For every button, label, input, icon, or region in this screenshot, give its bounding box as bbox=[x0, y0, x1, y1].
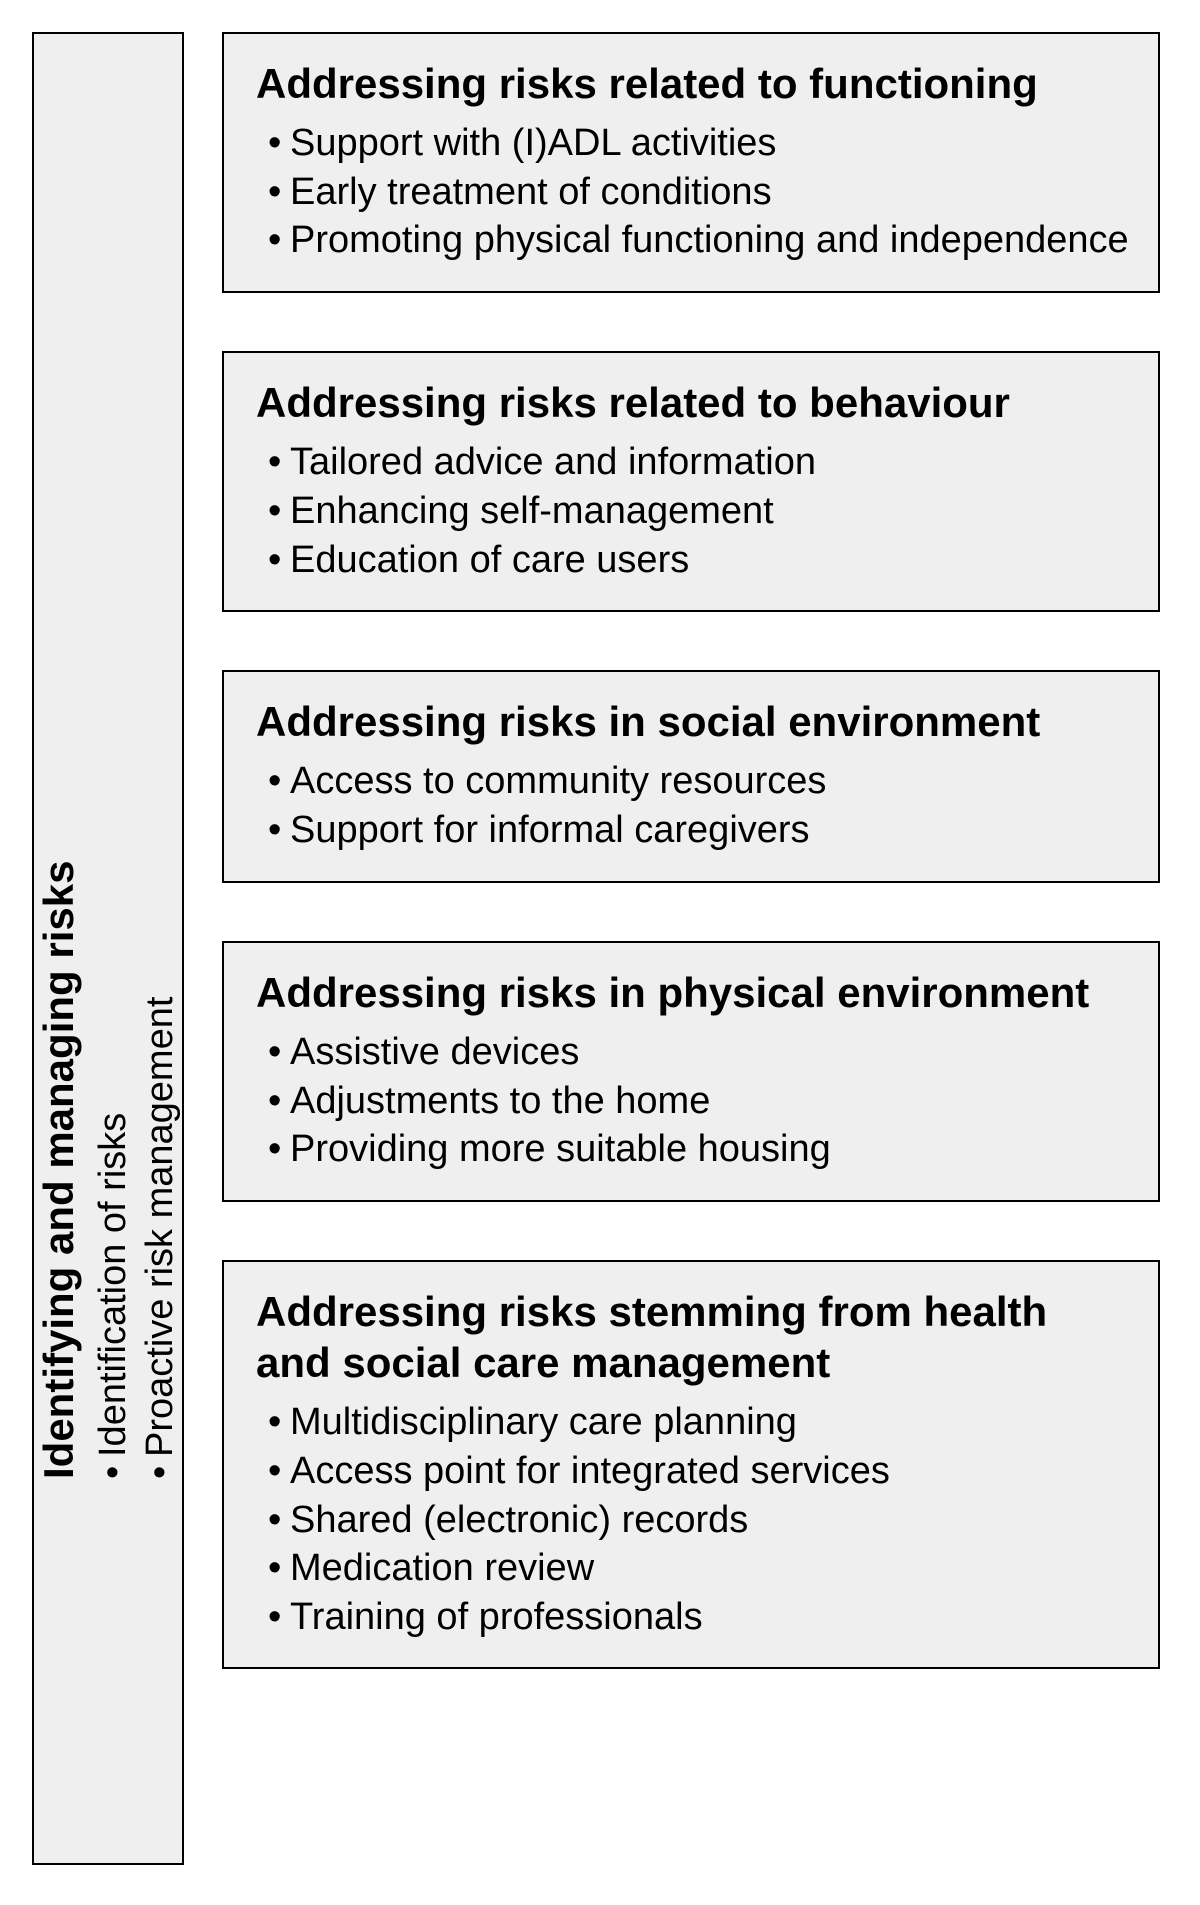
sidebar-box: Identifying and managing risks •Identifi… bbox=[32, 32, 184, 1865]
sidebar-title: Identifying and managing risks bbox=[33, 419, 84, 1479]
bullet-dot-icon: • bbox=[268, 1544, 290, 1593]
bullet-text: Promoting physical functioning and indep… bbox=[290, 219, 1129, 261]
bullet-text: Support for informal caregivers bbox=[290, 809, 810, 851]
box-bullet: •Assistive devices bbox=[256, 1028, 1130, 1077]
bullet-dot-icon: • bbox=[268, 1447, 290, 1496]
box-bullet: •Access to community resources bbox=[256, 757, 1130, 806]
bullet-dot-icon: • bbox=[268, 1398, 290, 1447]
box-bullet: •Support with (I)ADL activities bbox=[256, 119, 1130, 168]
box-bullet: •Education of care users bbox=[256, 536, 1130, 585]
bullet-text: Shared (electronic) records bbox=[290, 1499, 748, 1541]
bullet-text: Training of professionals bbox=[290, 1596, 703, 1638]
sidebar-bullet-1: •Proactive risk management bbox=[137, 419, 183, 1479]
bullet-text: Medication review bbox=[290, 1547, 594, 1589]
box-title: Addressing risks in social environment bbox=[256, 696, 1130, 747]
sidebar-bullet-1-text: Proactive risk management bbox=[139, 996, 181, 1456]
bullet-dot-icon: • bbox=[268, 757, 290, 806]
bullet-dot-icon: • bbox=[268, 1496, 290, 1545]
box-bullet: •Shared (electronic) records bbox=[256, 1496, 1130, 1545]
bullet-dot-icon: • bbox=[268, 487, 290, 536]
bullet-text: Adjustments to the home bbox=[290, 1080, 710, 1122]
bullet-dot-icon: • bbox=[268, 216, 290, 265]
bullet-text: Multidisciplinary care planning bbox=[290, 1401, 797, 1443]
bullet-text: Access point for integrated services bbox=[290, 1450, 890, 1492]
bullet-dot-icon: • bbox=[268, 1593, 290, 1642]
bullet-dot-icon: • bbox=[268, 1028, 290, 1077]
bullet-dot-icon: • bbox=[268, 1077, 290, 1126]
bullet-dot-icon: • bbox=[268, 806, 290, 855]
box-social-environment: Addressing risks in social environment •… bbox=[222, 670, 1160, 882]
bullet-text: Enhancing self-management bbox=[290, 490, 774, 532]
box-behaviour: Addressing risks related to behaviour •T… bbox=[222, 351, 1160, 612]
bullet-dot-icon: • bbox=[137, 1457, 183, 1479]
bullet-dot-icon: • bbox=[268, 168, 290, 217]
bullet-dot-icon: • bbox=[90, 1457, 136, 1479]
diagram-canvas: Identifying and managing risks •Identifi… bbox=[0, 0, 1200, 1905]
box-bullet: •Multidisciplinary care planning bbox=[256, 1398, 1130, 1447]
bullet-dot-icon: • bbox=[268, 119, 290, 168]
bullet-dot-icon: • bbox=[268, 1125, 290, 1174]
bullet-text: Early treatment of conditions bbox=[290, 171, 772, 213]
box-bullet: •Training of professionals bbox=[256, 1593, 1130, 1642]
box-bullet: •Enhancing self-management bbox=[256, 487, 1130, 536]
bullet-text: Education of care users bbox=[290, 539, 689, 581]
box-bullet: •Tailored advice and information bbox=[256, 438, 1130, 487]
sidebar-content: Identifying and managing risks •Identifi… bbox=[33, 419, 183, 1479]
bullet-text: Access to community resources bbox=[290, 760, 826, 802]
box-title: Addressing risks related to behaviour bbox=[256, 377, 1130, 428]
box-functioning: Addressing risks related to functioning … bbox=[222, 32, 1160, 293]
box-bullet: •Promoting physical functioning and inde… bbox=[256, 216, 1130, 265]
bullet-text: Tailored advice and information bbox=[290, 441, 816, 483]
box-title: Addressing risks related to functioning bbox=[256, 58, 1130, 109]
box-bullet: •Providing more suitable housing bbox=[256, 1125, 1130, 1174]
bullet-text: Assistive devices bbox=[290, 1031, 579, 1073]
bullet-text: Support with (I)ADL activities bbox=[290, 122, 776, 164]
diagram-layout: Identifying and managing risks •Identifi… bbox=[32, 32, 1160, 1865]
box-bullet: •Medication review bbox=[256, 1544, 1130, 1593]
box-bullet: •Adjustments to the home bbox=[256, 1077, 1130, 1126]
box-bullet: •Access point for integrated services bbox=[256, 1447, 1130, 1496]
bullet-dot-icon: • bbox=[268, 536, 290, 585]
right-column: Addressing risks related to functioning … bbox=[222, 32, 1160, 1865]
box-title: Addressing risks stemming from health an… bbox=[256, 1286, 1130, 1388]
bullet-text: Providing more suitable housing bbox=[290, 1128, 831, 1170]
bullet-dot-icon: • bbox=[268, 438, 290, 487]
sidebar-bullet-0: •Identification of risks bbox=[90, 419, 136, 1479]
box-care-management: Addressing risks stemming from health an… bbox=[222, 1260, 1160, 1670]
sidebar-bullet-0-text: Identification of risks bbox=[92, 1112, 134, 1456]
box-bullet: •Early treatment of conditions bbox=[256, 168, 1130, 217]
box-title: Addressing risks in physical environment bbox=[256, 967, 1130, 1018]
box-physical-environment: Addressing risks in physical environment… bbox=[222, 941, 1160, 1202]
box-bullet: •Support for informal caregivers bbox=[256, 806, 1130, 855]
